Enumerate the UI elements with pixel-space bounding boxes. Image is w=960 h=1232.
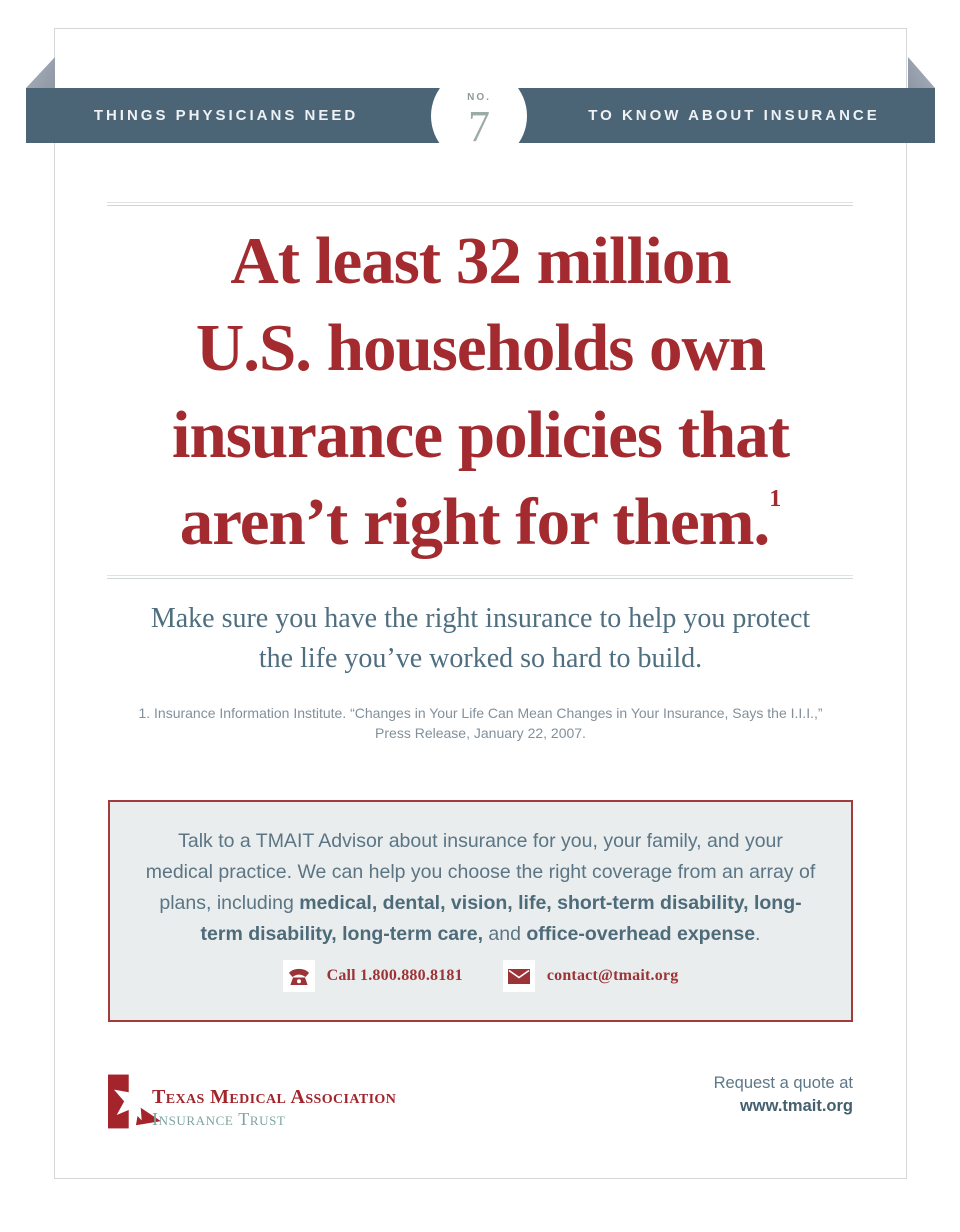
envelope-icon: [502, 960, 535, 992]
email-address[interactable]: contact@tmait.org: [546, 967, 679, 984]
contact-row: Call 1.800.880.8181 contact@tmait.org: [110, 960, 851, 992]
phone-icon: [282, 960, 315, 992]
tmait-logo: Texas Medical Association Insurance Trus…: [108, 1074, 396, 1135]
footnote-line-1: 1. Insurance Information Institute. “Cha…: [138, 705, 823, 721]
ribbon-fold-right: [908, 57, 935, 88]
headline-line-3: insurance policies that: [171, 398, 790, 472]
issue-number-value: 7: [468, 102, 490, 151]
subhead: Make sure you have the right insurance t…: [55, 599, 906, 679]
tma-star-logo-icon: [108, 1074, 166, 1135]
headline: At least 32 million U.S. households own …: [55, 218, 906, 566]
subhead-line-1: Make sure you have the right insurance t…: [150, 603, 811, 634]
issue-number-label: NO.: [467, 92, 491, 103]
headline-line-1: At least 32 million: [230, 224, 731, 298]
website-url[interactable]: www.tmait.org: [739, 1097, 853, 1115]
logo-text: Texas Medical Association Insurance Trus…: [152, 1074, 396, 1135]
phone-number[interactable]: Call 1.800.880.8181: [326, 967, 463, 984]
ribbon-left-label: THINGS PHYSICIANS NEED: [93, 107, 359, 124]
divider-top: [107, 202, 853, 206]
ribbon-right-label: TO KNOW ABOUT INSURANCE: [588, 107, 880, 124]
headline-line-2: U.S. households own: [195, 311, 766, 385]
ribbon-fold-left: [26, 57, 55, 88]
request-quote-block: Request a quote at www.tmait.org: [714, 1072, 853, 1118]
email-contact: contact@tmait.org: [502, 960, 679, 992]
ribbon-center-notch: [431, 88, 527, 143]
ribbon-banner: THINGS PHYSICIANS NEED TO KNOW ABOUT INS…: [26, 88, 935, 143]
headline-line-4: aren’t right for them.1: [55, 479, 906, 566]
footnote-marker: 1: [769, 486, 782, 512]
logo-org-name: Texas Medical Association: [152, 1086, 397, 1108]
footnote: 1. Insurance Information Institute. “Cha…: [55, 703, 906, 743]
logo-org-subname: Insurance Trust: [152, 1109, 286, 1129]
advisor-text: Talk to a TMAIT Advisor about insurance …: [145, 830, 816, 945]
request-quote-text: Request a quote at: [713, 1074, 853, 1092]
headline-line-4-text: aren’t right for them.: [179, 485, 771, 559]
subhead-line-2: the life you’ve worked so hard to build.: [258, 643, 703, 674]
issue-number: NO. 7: [467, 93, 491, 149]
advisor-box: Talk to a TMAIT Advisor about insurance …: [108, 800, 853, 1022]
divider-bottom: [107, 575, 853, 579]
footnote-line-2: Press Release, January 22, 2007.: [375, 725, 586, 741]
phone-contact: Call 1.800.880.8181: [282, 960, 463, 992]
